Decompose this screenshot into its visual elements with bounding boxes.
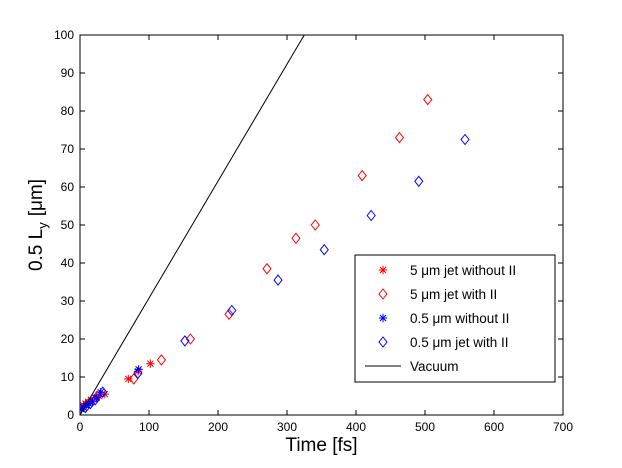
data-point-diamond bbox=[180, 335, 190, 347]
legend-star-marker bbox=[378, 265, 388, 275]
y-tick-label: 60 bbox=[61, 180, 75, 194]
x-tick-label: 400 bbox=[346, 420, 366, 434]
y-tick-label: 70 bbox=[61, 142, 75, 156]
y-tick-label: 30 bbox=[61, 294, 75, 308]
y-axis-label: 0.5 Ly [μm] bbox=[26, 179, 50, 271]
legend-diamond-marker bbox=[378, 288, 388, 300]
data-point-diamond bbox=[227, 304, 237, 317]
y-axis-label-unit: [μm] bbox=[26, 179, 47, 216]
y-tick-label: 0 bbox=[67, 408, 74, 422]
data-point-diamond bbox=[185, 333, 196, 345]
y-tick-label: 20 bbox=[61, 332, 75, 346]
x-axis-label: Time [fs] bbox=[285, 435, 357, 456]
x-tick-label: 300 bbox=[277, 420, 297, 434]
y-tick-label: 40 bbox=[61, 256, 75, 270]
data-point-diamond bbox=[460, 133, 470, 146]
legend-entry-label: 0.5 μm jet with II bbox=[410, 335, 509, 350]
series-3 bbox=[80, 133, 470, 414]
data-point-diamond bbox=[129, 373, 139, 385]
y-tick-label: 10 bbox=[61, 370, 75, 384]
vacuum-line bbox=[80, 35, 305, 415]
legend-entry-label: 5 μm jet without II bbox=[410, 263, 516, 278]
y-tick-label: 100 bbox=[54, 28, 74, 42]
y-axis-label-subscript: y bbox=[35, 222, 50, 229]
y-axis-label-main: 0.5 L bbox=[26, 229, 47, 271]
data-point-diamond bbox=[90, 393, 100, 406]
legend-entry-label: 0.5 μm without II bbox=[410, 311, 509, 326]
legend-diamond-marker bbox=[378, 336, 388, 348]
series-1 bbox=[92, 93, 433, 402]
legend-entry-label: Vacuum bbox=[410, 359, 459, 374]
data-point-diamond bbox=[310, 219, 320, 231]
series-4 bbox=[80, 35, 305, 415]
legend: 5 μm jet without II 5 μm jet with II 0.5 μ… bbox=[354, 254, 556, 383]
data-point-star bbox=[92, 393, 101, 403]
legend-box bbox=[354, 254, 556, 383]
data-point-diamond bbox=[156, 354, 167, 366]
series-2 bbox=[80, 365, 143, 414]
data-point-diamond bbox=[319, 243, 329, 256]
data-point-diamond bbox=[291, 232, 301, 245]
x-tick-label: 0 bbox=[77, 420, 84, 434]
y-tick-label: 50 bbox=[61, 218, 75, 232]
data-point-star bbox=[124, 374, 133, 384]
data-point-star bbox=[146, 359, 155, 368]
x-tick-label: 100 bbox=[139, 420, 159, 434]
data-point-diamond bbox=[366, 209, 376, 222]
data-point-diamond bbox=[273, 274, 283, 286]
legend-entry-label: 5 μm jet with II bbox=[410, 287, 497, 302]
x-tick-label: 700 bbox=[553, 420, 573, 434]
x-tick-label: 500 bbox=[415, 420, 435, 434]
y-tick-label: 80 bbox=[61, 104, 75, 118]
data-point-diamond bbox=[98, 386, 108, 399]
data-point-diamond bbox=[133, 367, 143, 380]
data-point-diamond bbox=[394, 131, 405, 144]
x-tick-label: 200 bbox=[208, 420, 228, 434]
legend-star-marker bbox=[378, 313, 388, 323]
data-point-diamond bbox=[262, 262, 272, 275]
data-point-diamond bbox=[414, 175, 424, 188]
y-tick-label: 90 bbox=[61, 66, 75, 80]
x-tick-label: 600 bbox=[484, 420, 504, 434]
data-point-diamond bbox=[224, 308, 234, 321]
data-point-diamond bbox=[357, 169, 367, 182]
data-point-diamond bbox=[423, 93, 433, 106]
